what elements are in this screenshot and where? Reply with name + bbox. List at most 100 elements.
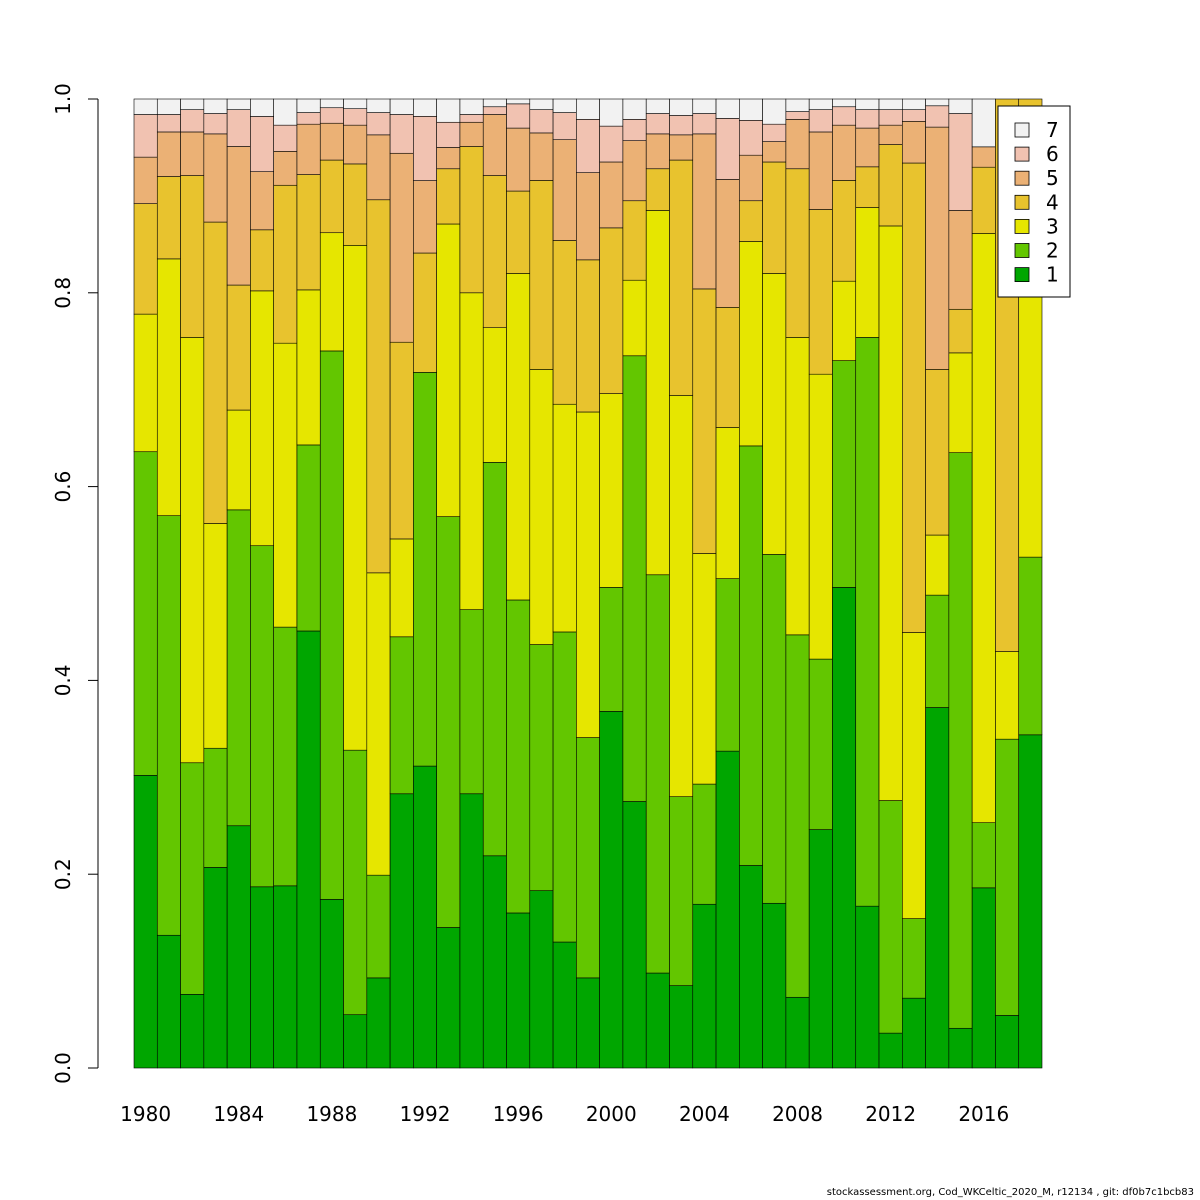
bar-2016-age-2 <box>971 822 996 889</box>
legend-box <box>997 105 1071 298</box>
x-tick-label: 2008 <box>772 1102 823 1126</box>
bar-1996-age-2 <box>506 599 531 914</box>
bar-2011-age-4 <box>855 166 880 208</box>
y-axis: 0.0 0.2 0.4 0.6 0.8 1.0 <box>51 83 99 1084</box>
bar-1983-age-6 <box>203 113 228 135</box>
bar-2010-age-4 <box>832 180 857 282</box>
bar-2005-age-6 <box>715 118 740 180</box>
bar-1987-age-6 <box>296 112 321 125</box>
bar-1990-age-7 <box>366 98 391 113</box>
legend-label-7: 7 <box>1046 118 1059 142</box>
bar-1998-age-2 <box>552 631 577 943</box>
bar-2014-age-2 <box>925 594 950 708</box>
bar-1985-age-5 <box>250 171 274 231</box>
bar-1990-age-4 <box>366 199 391 574</box>
bar-2012-age-1 <box>878 1032 903 1069</box>
bar-1994-age-6 <box>459 114 484 123</box>
bar-2004-age-1 <box>692 903 717 1069</box>
bar-1999-age-5 <box>576 172 600 261</box>
bar-2014-age-6 <box>925 105 950 128</box>
bar-1985-age-2 <box>250 545 274 888</box>
bar-1996-age-1 <box>506 912 531 1069</box>
bar-1996-age-7 <box>506 98 531 105</box>
bar-1991-age-4 <box>389 341 414 540</box>
bar-1998-age-4 <box>552 240 577 405</box>
bar-2007-age-2 <box>762 554 787 904</box>
bar-2009-age-2 <box>808 658 833 830</box>
bar-1980-age-7 <box>133 98 158 115</box>
bar-2011-age-2 <box>855 337 880 907</box>
bar-1995-age-1 <box>482 855 507 1069</box>
bar-1993-age-2 <box>436 516 461 928</box>
bar-2006-age-3 <box>739 241 763 447</box>
bar-1988-age-5 <box>319 122 344 161</box>
bar-1992-age-1 <box>413 765 437 1069</box>
bar-1988-age-6 <box>319 107 344 124</box>
bar-2016-age-5 <box>971 146 996 168</box>
bar-2005-age-1 <box>715 750 740 1069</box>
bar-2004-age-2 <box>692 783 717 905</box>
bar-1983-age-7 <box>203 98 228 114</box>
bar-2009-age-6 <box>808 109 833 133</box>
bar-1982-age-5 <box>180 131 205 176</box>
bar-1997-age-3 <box>529 369 554 645</box>
bar-2011-age-7 <box>855 98 880 110</box>
bar-1984-age-5 <box>226 146 251 286</box>
legend-label-3: 3 <box>1046 214 1059 238</box>
bar-2014-age-1 <box>925 707 950 1069</box>
bar-2013-age-3 <box>902 632 926 919</box>
legend-label-4: 4 <box>1046 190 1059 214</box>
bar-2015-age-6 <box>948 113 973 211</box>
bar-2014-age-7 <box>925 98 950 107</box>
bar-1991-age-6 <box>389 114 414 154</box>
bar-1981-age-4 <box>156 176 181 260</box>
bar-2015-age-7 <box>948 98 973 114</box>
bar-2007-age-4 <box>762 161 787 274</box>
bar-2007-age-5 <box>762 141 787 163</box>
legend-swatch-3 <box>1014 218 1030 234</box>
bar-2017-age-1 <box>995 1015 1020 1069</box>
bar-2008-age-7 <box>785 98 810 112</box>
bar-1992-age-2 <box>413 372 437 767</box>
bar-1986-age-1 <box>273 885 298 1069</box>
bar-1989-age-3 <box>343 245 368 751</box>
bars-layer <box>133 98 1043 1069</box>
bar-2008-age-5 <box>785 119 810 170</box>
legend-label-1: 1 <box>1046 263 1059 287</box>
bar-1981-age-5 <box>156 131 181 177</box>
bar-2008-age-2 <box>785 634 810 998</box>
bar-1989-age-4 <box>343 163 368 246</box>
bar-2006-age-7 <box>739 98 763 121</box>
bar-2006-age-1 <box>739 865 763 1069</box>
bar-1993-age-6 <box>436 121 461 148</box>
legend-swatch-7 <box>1014 122 1030 138</box>
bar-1989-age-7 <box>343 98 368 109</box>
bar-2013-age-2 <box>902 918 926 999</box>
bar-1980-age-6 <box>133 114 158 158</box>
bar-1992-age-5 <box>413 180 437 254</box>
x-tick-label: 2016 <box>958 1102 1009 1126</box>
bar-1988-age-7 <box>319 98 344 109</box>
bar-2001-age-2 <box>622 355 647 802</box>
legend-swatch-4 <box>1014 194 1030 210</box>
bar-1980-age-3 <box>133 313 158 453</box>
bar-2003-age-7 <box>669 98 694 116</box>
bar-2000-age-4 <box>599 227 624 394</box>
bar-2000-age-2 <box>599 587 624 712</box>
bar-1985-age-7 <box>250 98 274 117</box>
bar-1993-age-7 <box>436 98 461 123</box>
bar-2006-age-2 <box>739 445 763 866</box>
bar-2002-age-6 <box>645 113 670 135</box>
bar-2001-age-7 <box>622 98 647 120</box>
bar-1981-age-2 <box>156 515 181 936</box>
x-tick-label: 1992 <box>400 1102 451 1126</box>
bar-1986-age-3 <box>273 342 298 628</box>
bar-1988-age-4 <box>319 159 344 234</box>
legend-label-6: 6 <box>1046 142 1059 166</box>
x-tick-label: 1996 <box>493 1102 544 1126</box>
bar-2015-age-4 <box>948 308 973 354</box>
bar-1989-age-2 <box>343 749 368 1016</box>
bar-1995-age-3 <box>482 327 507 463</box>
bar-1982-age-6 <box>180 109 205 133</box>
